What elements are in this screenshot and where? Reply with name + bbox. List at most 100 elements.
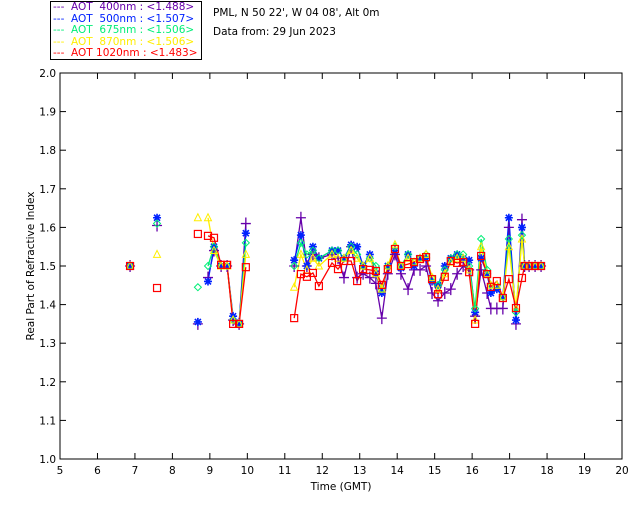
x-tick-label: 13 <box>353 465 366 477</box>
data-point-triangle <box>216 260 226 270</box>
data-point-square <box>383 264 392 274</box>
data-point-plus <box>403 283 414 296</box>
data-point-asterisk <box>371 269 380 278</box>
y-tick-label: 1.7 <box>39 184 56 196</box>
data-point-triangle <box>476 241 486 251</box>
x-tick-label: 11 <box>278 465 291 477</box>
data-point-asterisk <box>353 242 362 251</box>
data-point-plus <box>497 302 508 315</box>
data-point-diamond <box>296 238 306 248</box>
data-point-triangle <box>241 249 251 258</box>
y-tick-label: 1.3 <box>39 338 56 350</box>
data-point-square <box>223 260 232 269</box>
data-point-square <box>290 314 299 323</box>
legend-entry-870nm: --- AOT 870nm : <1.506> <box>53 35 195 48</box>
data-point-square <box>365 265 374 274</box>
data-point-square <box>483 270 492 279</box>
x-tick-label: 16 <box>465 465 479 477</box>
data-point-square <box>465 268 474 277</box>
data-point-square <box>504 275 513 284</box>
data-point-triangle <box>346 245 356 255</box>
x-tick-label: 14 <box>391 465 405 477</box>
data-point-asterisk <box>525 262 534 270</box>
data-point-asterisk <box>517 223 526 232</box>
x-tick-label: 19 <box>578 465 591 477</box>
data-point-diamond <box>302 250 312 259</box>
data-point-plus <box>415 263 426 276</box>
data-point-asterisk <box>347 240 356 249</box>
data-point-square <box>125 261 135 271</box>
data-point-asterisk <box>223 262 232 270</box>
data-point-diamond <box>470 304 480 313</box>
data-point-square <box>193 229 202 239</box>
y-tick-label: 1.5 <box>39 261 56 273</box>
data-point-asterisk <box>531 262 540 270</box>
data-point-square <box>477 251 486 261</box>
data-point-square <box>228 319 238 328</box>
x-tick-label: 12 <box>316 465 329 477</box>
data-point-square <box>327 258 337 268</box>
data-point-square <box>421 253 431 262</box>
data-point-square <box>415 254 425 264</box>
data-point-asterisk <box>498 292 507 301</box>
data-point-triangle <box>333 253 343 262</box>
x-axis-label: Time (GMT) <box>310 481 372 493</box>
data-point-square <box>440 272 449 281</box>
data-point-plus <box>370 277 381 290</box>
data-point-asterisk <box>314 254 323 263</box>
data-point-triangle <box>228 314 238 324</box>
data-point-triangle <box>498 291 508 301</box>
location-label: PML, N 50 22', W 04 08', Alt 0m <box>213 7 380 19</box>
date-label: Data from: 29 Jun 2023 <box>213 26 336 38</box>
data-point-triangle <box>327 249 337 258</box>
data-point-square <box>347 256 356 266</box>
data-point-square <box>446 256 455 266</box>
data-point-square <box>471 319 480 328</box>
data-point-triangle <box>365 253 375 262</box>
data-point-triangle <box>517 233 527 243</box>
data-point-triangle <box>403 253 413 262</box>
data-point-triangle <box>415 253 425 262</box>
data-point-asterisk <box>486 289 495 298</box>
data-point-diamond <box>209 242 219 251</box>
x-tick-label: 20 <box>615 465 628 477</box>
y-axis-label: Real Part of Refractive Index <box>25 192 37 341</box>
data-point-triangle <box>458 253 468 262</box>
data-point-square <box>453 258 462 268</box>
data-point-triangle <box>390 239 400 249</box>
data-point-square <box>209 233 219 242</box>
data-point-triangle <box>152 249 162 258</box>
data-point-plus <box>376 312 387 325</box>
data-point-plus <box>295 211 306 224</box>
y-tick-label: 1.8 <box>39 145 56 157</box>
data-point-square <box>459 258 468 267</box>
data-point-square <box>530 261 540 271</box>
data-point-square <box>492 276 501 286</box>
data-point-plus <box>338 271 349 284</box>
data-point-asterisk <box>504 213 513 222</box>
x-tick-label: 7 <box>132 465 139 477</box>
x-tick-label: 9 <box>207 465 214 477</box>
data-point-asterisk <box>396 263 405 272</box>
data-point-diamond <box>482 265 492 275</box>
data-point-diamond <box>193 283 203 292</box>
data-point-square <box>308 268 317 278</box>
data-point-asterisk <box>290 256 299 265</box>
data-point-square <box>498 293 507 303</box>
data-point-asterisk <box>465 256 474 265</box>
y-tick-label: 1.4 <box>39 300 56 312</box>
legend-entry-1020nm: --- AOT 1020nm : <1.483> <box>53 47 198 60</box>
data-point-asterisk <box>537 262 546 270</box>
data-point-triangle <box>308 253 318 262</box>
x-tick-label: 17 <box>503 465 516 477</box>
data-point-square <box>314 281 323 291</box>
data-point-square <box>234 319 244 328</box>
data-point-square <box>333 264 343 274</box>
data-point-asterisk <box>520 262 529 270</box>
data-point-triangle <box>209 245 219 255</box>
data-point-square <box>152 283 162 293</box>
data-point-asterisk <box>217 262 226 270</box>
data-point-square <box>203 231 213 240</box>
data-point-triangle <box>504 241 514 251</box>
